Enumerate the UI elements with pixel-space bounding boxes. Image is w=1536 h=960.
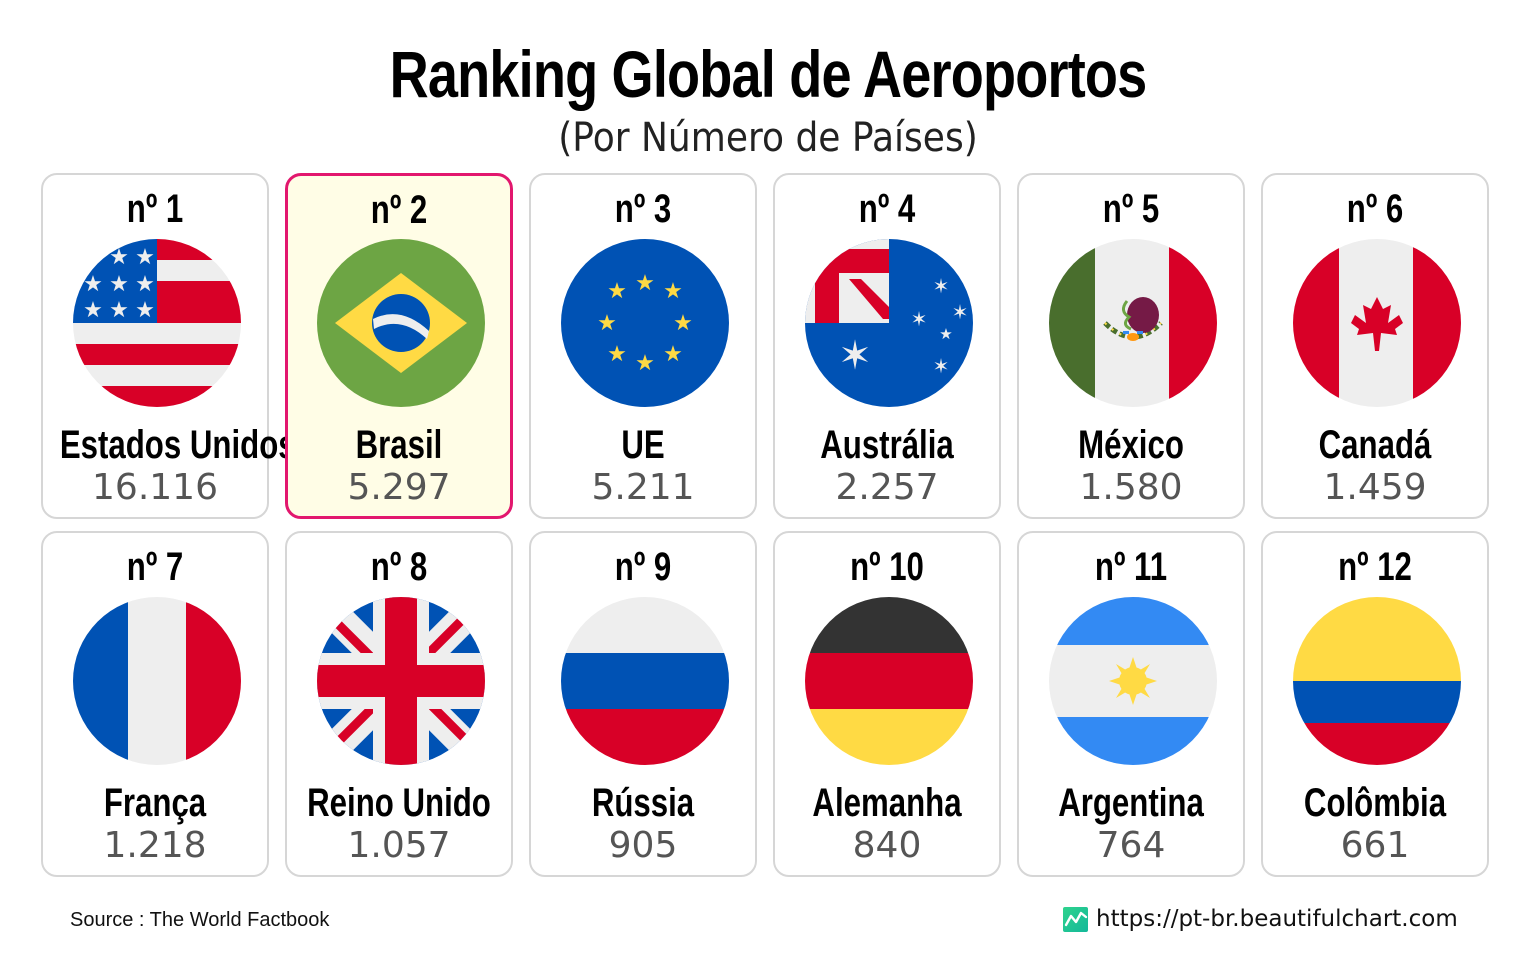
rank-label: nº 7	[126, 545, 184, 589]
rank-card-argentina: nº 11 Argentina 764	[1017, 531, 1245, 877]
rank-label: nº 1	[126, 187, 184, 231]
svg-text:★: ★	[109, 298, 129, 323]
rank-label: nº 10	[850, 545, 924, 589]
svg-text:★: ★	[135, 298, 155, 323]
airport-count: 16.116	[92, 467, 218, 508]
airport-count: 764	[1096, 825, 1166, 866]
germany-flag-icon	[805, 597, 973, 765]
rank-card-germany: nº 10 Alemanha 840	[773, 531, 1001, 877]
svg-text:✶: ✶	[952, 300, 969, 324]
svg-text:★: ★	[83, 272, 103, 297]
svg-text:★: ★	[135, 272, 155, 297]
svg-text:★: ★	[663, 342, 683, 367]
rank-card-colombia: nº 12 Colômbia 661	[1261, 531, 1489, 877]
rank-card-brazil: nº 2 Brasil 5.297	[285, 173, 513, 519]
svg-text:✶: ✶	[933, 274, 950, 298]
airport-count: 5.211	[591, 467, 695, 508]
country-name: Brasil	[355, 423, 443, 467]
airport-count: 2.257	[835, 467, 939, 508]
airport-count: 905	[608, 825, 678, 866]
svg-text:★: ★	[83, 298, 103, 323]
airport-count: 1.057	[347, 825, 451, 866]
svg-text:★: ★	[607, 279, 627, 304]
country-name: Colômbia	[1303, 781, 1447, 825]
rank-card-us: nº 1 ★ ★ ★ ★ ★ ★ ★ ★	[41, 173, 296, 519]
australia-flag-icon: ✶ ✶ ✶ ✶ ★ ✶	[805, 239, 973, 407]
rank-card-mexico: nº 5 México 1.580	[1017, 173, 1245, 519]
rank-label: nº 8	[370, 545, 428, 589]
country-name: Estados Unidos	[59, 423, 296, 467]
rank-card-france: nº 7 França 1.218	[41, 531, 269, 877]
ranking-grid: nº 1 ★ ★ ★ ★ ★ ★ ★ ★	[41, 173, 1489, 877]
chart-line-icon	[1063, 906, 1088, 932]
svg-text:★: ★	[597, 311, 617, 336]
svg-text:★: ★	[939, 325, 952, 343]
svg-text:★: ★	[663, 279, 683, 304]
svg-text:✶: ✶	[838, 333, 872, 379]
svg-text:★: ★	[109, 272, 129, 297]
rank-label: nº 9	[614, 545, 672, 589]
brazil-flag-icon	[317, 239, 485, 407]
svg-text:★: ★	[673, 311, 693, 336]
rank-card-canada: nº 6 Canadá 1.459	[1261, 173, 1489, 519]
country-name: França	[103, 781, 207, 825]
svg-text:★: ★	[635, 271, 655, 296]
country-name: UE	[621, 423, 665, 467]
airport-count: 840	[852, 825, 922, 866]
svg-text:★: ★	[635, 351, 655, 376]
country-name: Alemanha	[812, 781, 962, 825]
colombia-flag-icon	[1293, 597, 1461, 765]
uk-flag-icon	[317, 597, 485, 765]
rank-label: nº 5	[1102, 187, 1160, 231]
us-flag-icon: ★ ★ ★ ★ ★ ★ ★ ★	[73, 239, 241, 407]
rank-card-russia: nº 9 Rússia 905	[529, 531, 757, 877]
country-name: México	[1078, 423, 1184, 467]
svg-text:✶: ✶	[911, 307, 928, 331]
page-title: Ranking Global de Aeroportos	[389, 37, 1148, 111]
rank-label: nº 6	[1346, 187, 1404, 231]
airport-count: 5.297	[347, 467, 451, 508]
rank-label: nº 2	[370, 188, 428, 232]
site-url[interactable]: https://pt-br.beautifulchart.com	[1096, 906, 1458, 932]
argentina-flag-icon	[1049, 597, 1217, 765]
rank-label: nº 12	[1338, 545, 1412, 589]
rank-card-uk: nº 8 Reino Unido 1.05	[285, 531, 513, 877]
svg-text:✶: ✶	[933, 354, 950, 378]
country-name: Reino Unido	[307, 781, 491, 825]
airport-count: 1.580	[1079, 467, 1183, 508]
russia-flag-icon	[561, 597, 729, 765]
france-flag-icon	[73, 597, 241, 765]
rank-label: nº 11	[1094, 545, 1168, 589]
country-name: Canadá	[1318, 423, 1432, 467]
svg-text:★: ★	[607, 342, 627, 367]
rank-label: nº 4	[858, 187, 916, 231]
country-name: Argentina	[1058, 781, 1204, 825]
site-link[interactable]: https://pt-br.beautifulchart.com	[1063, 906, 1458, 932]
airport-count: 1.218	[103, 825, 207, 866]
source-note: Source : The World Factbook	[70, 909, 330, 931]
country-name: Austrália	[820, 423, 954, 467]
rank-card-eu: nº 3 ★ ★ ★ ★ ★ ★ ★ ★ UE 5.211	[529, 173, 757, 519]
country-name: Rússia	[591, 781, 695, 825]
canada-flag-icon	[1293, 239, 1461, 407]
rank-card-australia: nº 4 ✶ ✶ ✶ ✶ ★ ✶ Austrália 2.257	[773, 173, 1001, 519]
airport-count: 661	[1340, 825, 1410, 866]
svg-text:★: ★	[109, 245, 129, 270]
mexico-flag-icon	[1049, 239, 1217, 407]
rank-label: nº 3	[614, 187, 672, 231]
eu-flag-icon: ★ ★ ★ ★ ★ ★ ★ ★	[561, 239, 729, 407]
page-subtitle: (Por Número de Países)	[558, 115, 978, 161]
svg-text:★: ★	[135, 245, 155, 270]
airport-count: 1.459	[1323, 467, 1427, 508]
